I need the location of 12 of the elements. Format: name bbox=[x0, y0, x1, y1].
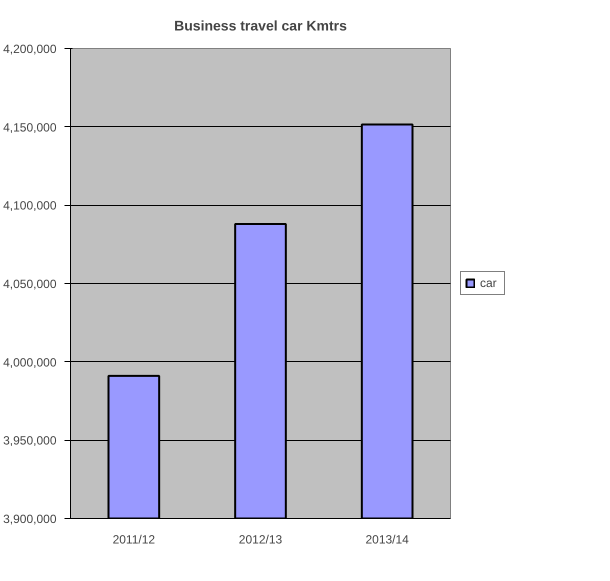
y-tick-label: 4,050,000 bbox=[3, 277, 57, 291]
y-tick-label: 4,000,000 bbox=[3, 355, 57, 370]
y-tick-label: 3,900,000 bbox=[3, 512, 57, 526]
x-tick-label: 2013/14 bbox=[365, 532, 410, 546]
x-tick-label: 2012/13 bbox=[238, 532, 283, 546]
legend-label: car bbox=[480, 276, 498, 290]
y-tick-label: 4,200,000 bbox=[3, 42, 57, 56]
x-tick-label: 2011/12 bbox=[112, 532, 156, 546]
y-tick-label: 4,150,000 bbox=[3, 120, 57, 134]
y-tick-label: 4,100,000 bbox=[3, 198, 57, 213]
y-tick-label: 3,950,000 bbox=[3, 434, 57, 448]
chart-title: Business travel car Kmtrs bbox=[174, 18, 348, 34]
